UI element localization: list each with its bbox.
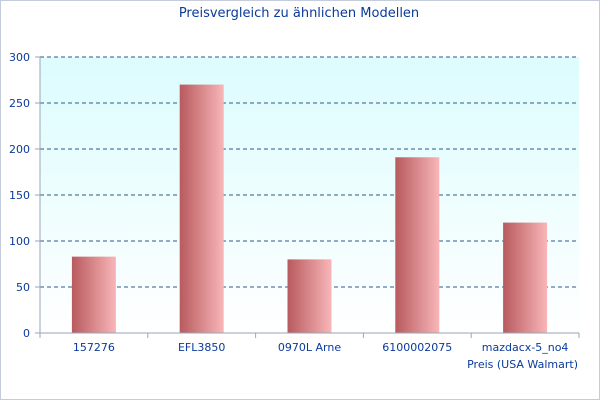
y-tick-label: 50 — [16, 281, 30, 294]
x-tick-label: mazdacx-5_no4 — [482, 341, 569, 354]
bar-1 — [179, 84, 224, 333]
x-axis-ticks: 157276 EFL3850 0970L Arne 6100002075 mazdacx… — [39, 333, 580, 354]
bar-2 — [287, 259, 332, 333]
y-tick-label: 300 — [9, 51, 30, 64]
y-tick-label: 0 — [23, 327, 30, 340]
y-tick-label: 200 — [9, 143, 30, 156]
x-tick-label: 0970L Arne — [278, 341, 341, 354]
x-tick-label: 157276 — [73, 341, 115, 354]
y-axis-ticks: 0 50 100 150 200 250 300 — [9, 51, 40, 340]
chart-title: Preisvergleich zu ähnlichen Modellen — [179, 6, 419, 21]
bars — [71, 84, 548, 333]
bar-4 — [503, 222, 548, 333]
x-tick-label: 6100002075 — [382, 341, 452, 354]
x-tick-label: EFL3850 — [178, 341, 225, 354]
y-tick-label: 250 — [9, 97, 30, 110]
bar-3 — [395, 157, 440, 333]
y-tick-label: 100 — [9, 235, 30, 248]
x-axis-label: Preis (USA Walmart) — [467, 358, 578, 371]
y-tick-label: 150 — [9, 189, 30, 202]
grid-lines — [40, 56, 579, 288]
bar-0 — [71, 256, 116, 333]
